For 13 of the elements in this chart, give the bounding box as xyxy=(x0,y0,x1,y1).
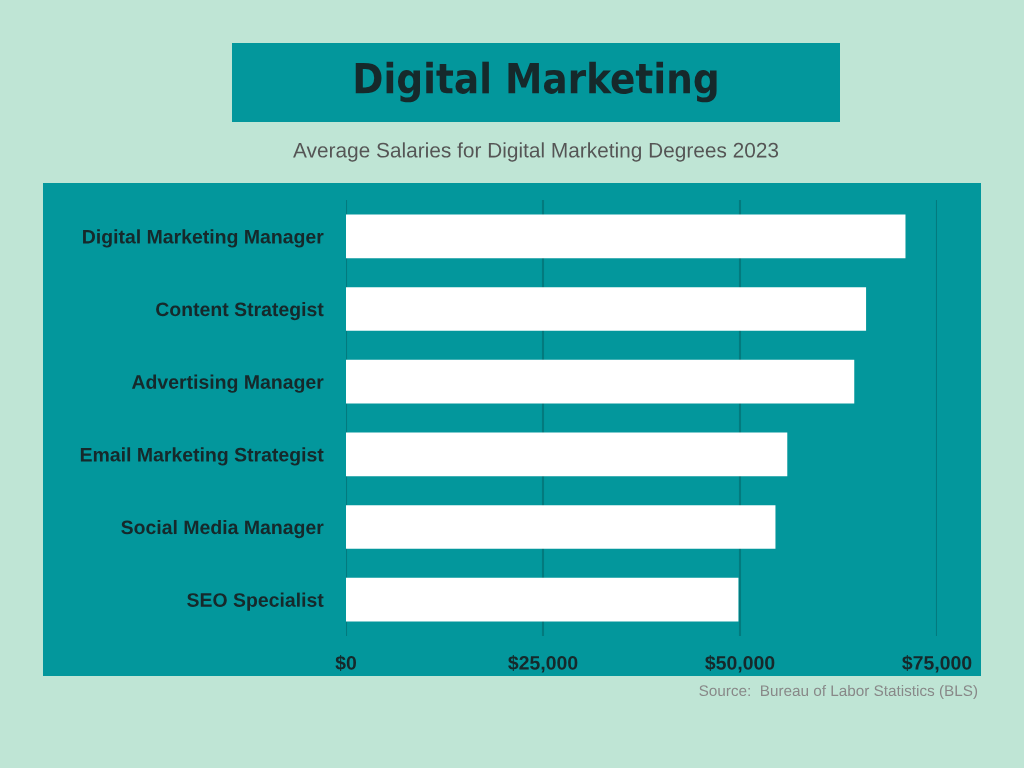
x-tick-label: $0 xyxy=(335,655,357,671)
y-tick-label: SEO Specialist xyxy=(187,592,324,611)
x-tick-label: $75,000 xyxy=(902,655,972,673)
y-tick-label: Digital Marketing Manager xyxy=(83,229,324,248)
chart-subtitle: Average Salaries for Digital Marketing Degrees 2023 xyxy=(293,142,779,162)
y-tick-label: Social Media Manager xyxy=(121,519,324,539)
y-tick-label: Content Strategist xyxy=(156,301,324,321)
source-note: Source: Bureau of Labor Statistics (BLS) xyxy=(699,684,978,700)
x-tick-label: $50,000 xyxy=(705,655,775,673)
y-tick-label: Email Marketing Strategist xyxy=(80,447,324,466)
x-tick-label: $25,000 xyxy=(508,655,578,673)
y-tick-label: Advertising Manager xyxy=(131,374,324,393)
chart-title: Digital Marketing xyxy=(355,61,717,103)
